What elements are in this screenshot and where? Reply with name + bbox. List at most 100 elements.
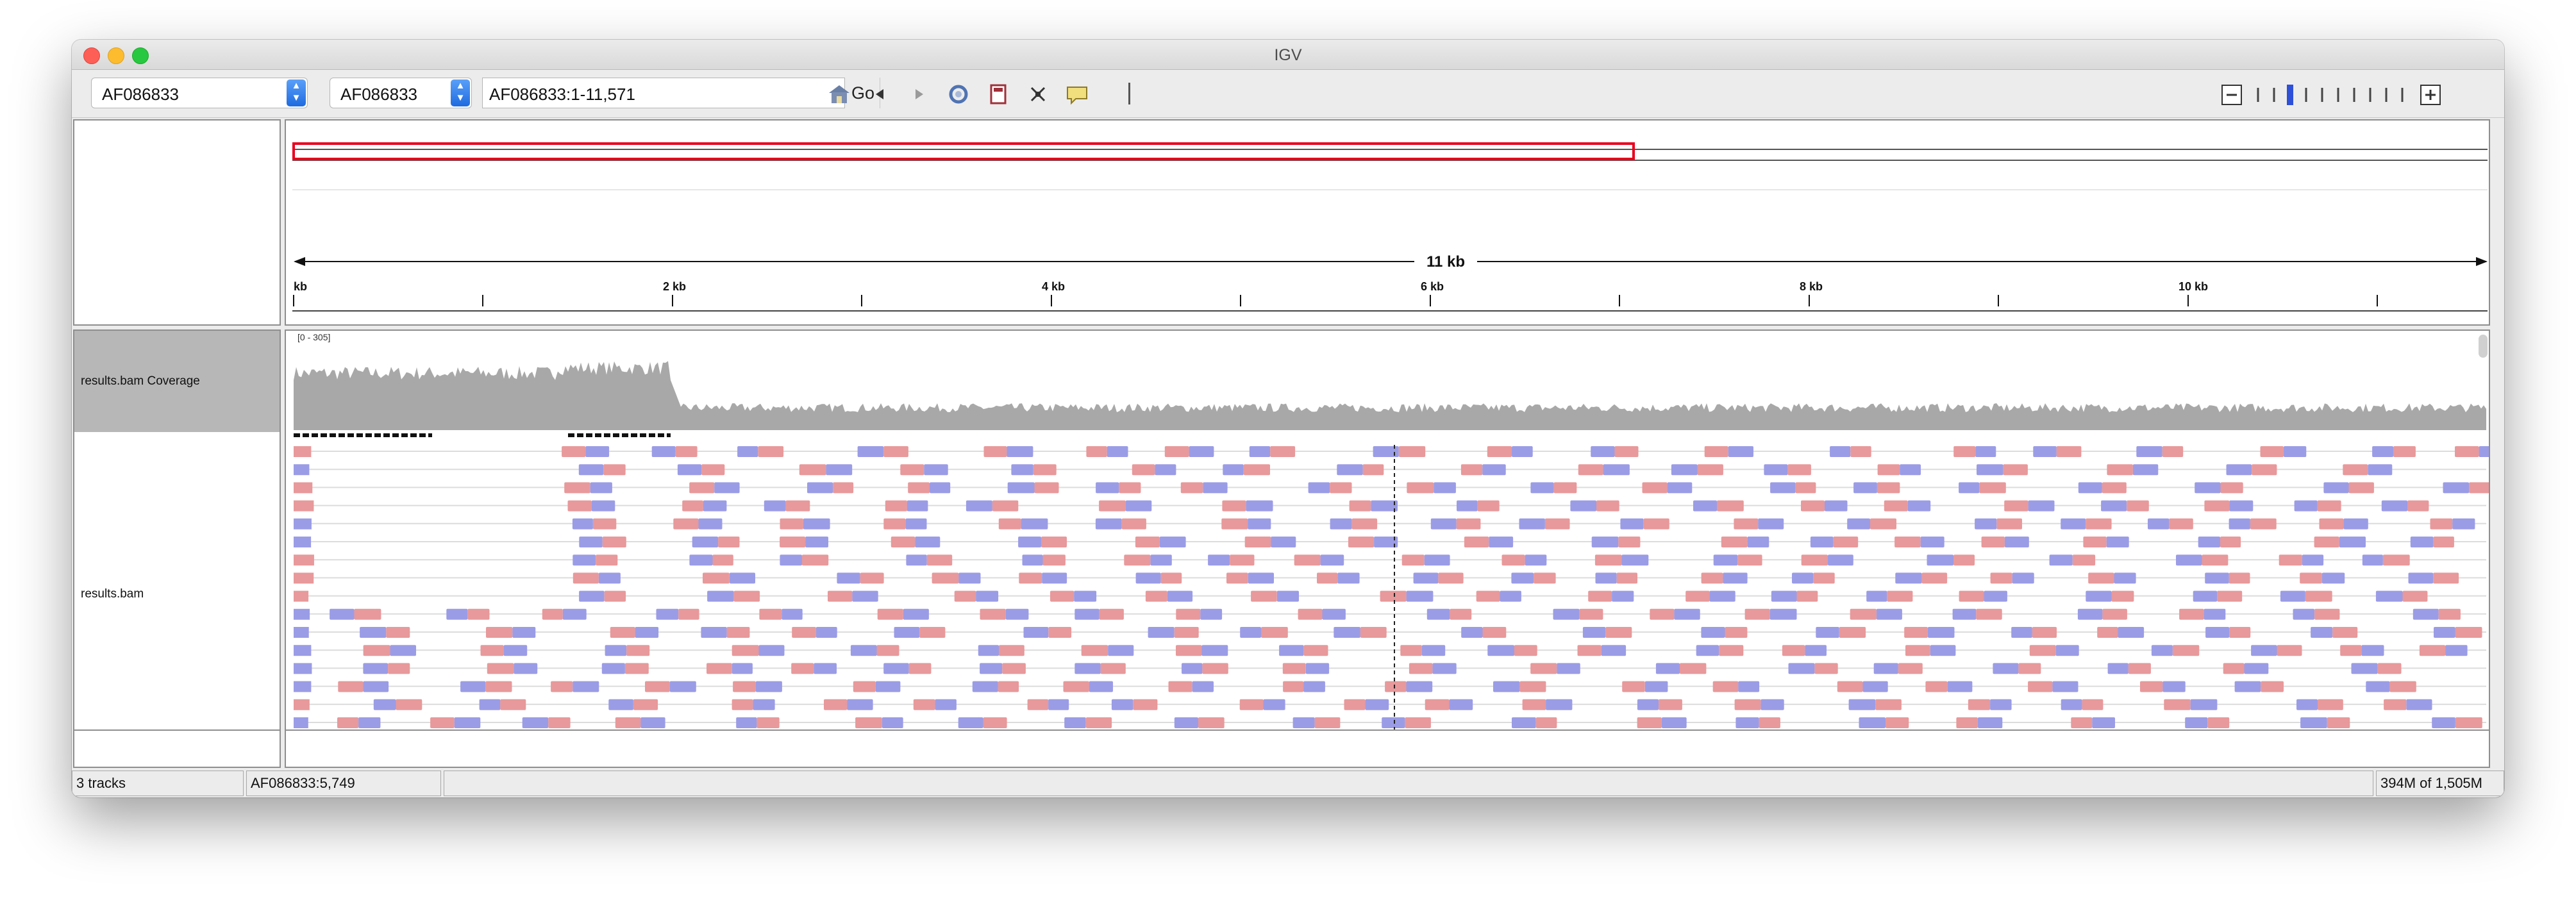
read: [1221, 518, 1248, 529]
read: [2372, 446, 2393, 457]
read: [1704, 446, 1728, 457]
read: [2004, 537, 2029, 547]
read: [1034, 482, 1059, 494]
chromosome-dropdown[interactable]: AF086833 ▲ ▼: [330, 78, 472, 108]
toolbar-separator: [1128, 83, 1130, 104]
read: [1477, 500, 1500, 512]
read: [2028, 500, 2055, 512]
alignment-track-name[interactable]: results.bam: [81, 587, 144, 601]
read: [2318, 699, 2343, 710]
read: [757, 717, 780, 728]
tick-label: 2 kb: [663, 280, 686, 293]
read: [998, 681, 1019, 692]
back-icon[interactable]: [867, 81, 892, 107]
read: [1787, 464, 1811, 476]
read: [1283, 681, 1304, 692]
zoom-out-icon[interactable]: [2220, 84, 2271, 106]
read: [294, 663, 312, 674]
minimize-button[interactable]: [108, 47, 124, 64]
read: [1371, 500, 1398, 512]
feature-panel: [285, 729, 2490, 768]
read: [2029, 645, 2056, 656]
read: [999, 645, 1025, 656]
read: [396, 699, 422, 710]
span-right-arrow: [2476, 257, 2488, 266]
feature-name-panel: [73, 729, 281, 768]
read: [2377, 663, 2402, 674]
read: [2408, 572, 2434, 584]
read: [2410, 537, 2434, 547]
read: [548, 717, 571, 728]
read: [785, 500, 810, 512]
data-panel: [0 - 305]: [285, 329, 2490, 767]
read: [1759, 717, 1780, 728]
read: [885, 500, 907, 512]
popup-info-icon[interactable]: [1064, 81, 1090, 107]
refresh-icon[interactable]: [946, 81, 971, 107]
read: [363, 663, 389, 674]
read: [1314, 717, 1341, 728]
read: [1320, 554, 1344, 566]
forward-icon[interactable]: [907, 81, 932, 107]
read: [1125, 500, 1152, 512]
read: [1637, 699, 1659, 710]
read: [2088, 572, 2114, 584]
coverage-histogram[interactable]: [294, 361, 2486, 430]
read: [1482, 627, 1507, 638]
read: [1292, 717, 1315, 728]
read: [2445, 645, 2468, 656]
read: [1825, 500, 1848, 512]
read: [294, 608, 310, 620]
read: [1042, 554, 1066, 566]
read: [1405, 717, 1431, 728]
read: [1884, 500, 1908, 512]
read: [1203, 482, 1228, 494]
read: [2179, 608, 2204, 620]
read: [2438, 608, 2461, 620]
read: [1659, 699, 1682, 710]
read: [1041, 537, 1067, 547]
close-button[interactable]: [83, 47, 100, 64]
read: [1761, 699, 1784, 710]
read: [573, 681, 599, 692]
locus-input[interactable]: AF086833:1-11,571: [482, 78, 845, 108]
alignment-reads[interactable]: [294, 446, 2489, 765]
read: [1487, 446, 1512, 457]
read: [626, 645, 650, 656]
genome-dropdown[interactable]: AF086833 ▲ ▼: [91, 78, 308, 108]
read: [2280, 590, 2305, 602]
read: [485, 681, 512, 692]
read: [1033, 464, 1057, 476]
read: [1308, 482, 1330, 494]
read: [1959, 482, 1980, 494]
read: [1476, 590, 1500, 602]
coverage-range-label: [0 - 305]: [297, 332, 330, 342]
read: [807, 482, 833, 494]
read: [2049, 554, 2073, 566]
read: [1407, 482, 1434, 494]
read: [2343, 518, 2368, 529]
locus-value: AF086833:1-11,571: [489, 85, 635, 104]
read: [1612, 590, 1634, 602]
zoom-button[interactable]: [132, 47, 149, 64]
vertical-scrollbar[interactable]: [2479, 335, 2488, 358]
region-navigator-icon[interactable]: [985, 81, 1011, 107]
read: [1717, 500, 1744, 512]
coverage-track-name[interactable]: results.bam Coverage: [81, 374, 200, 388]
read: [2368, 464, 2393, 476]
read: [2077, 608, 2103, 620]
read: [2455, 446, 2479, 457]
read: [1990, 699, 2012, 710]
read: [1723, 572, 1748, 584]
read: [1246, 500, 1273, 512]
resize-to-window-icon[interactable]: [1025, 81, 1051, 107]
read: [882, 717, 903, 728]
read: [958, 572, 981, 584]
read: [1270, 446, 1296, 457]
home-icon[interactable]: [826, 81, 852, 107]
read: [593, 518, 617, 529]
zoom-in-icon[interactable]: [2420, 84, 2443, 106]
header-name-panel: [73, 119, 281, 326]
zoom-slider[interactable]: [2252, 84, 2418, 106]
read: [2382, 554, 2410, 566]
